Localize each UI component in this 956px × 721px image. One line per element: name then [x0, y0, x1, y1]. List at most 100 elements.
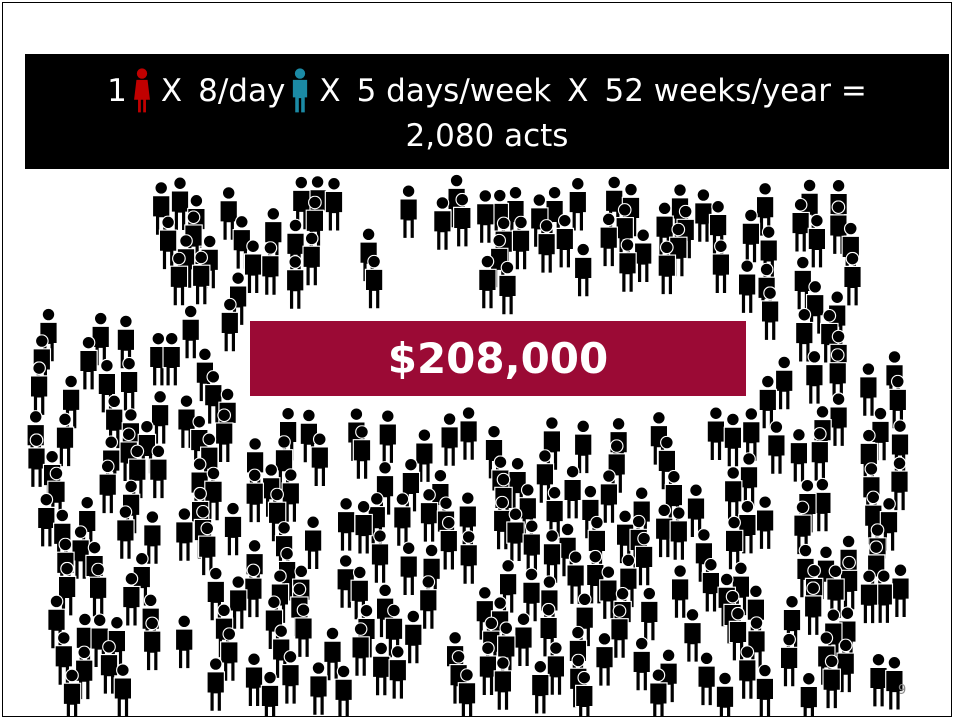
person-icon — [310, 662, 327, 716]
equation-result: 2,080 acts — [25, 118, 949, 154]
person-icon — [176, 508, 193, 562]
person-icon — [207, 658, 224, 712]
person-icon — [658, 241, 675, 295]
person-icon — [635, 229, 652, 283]
person-icon — [712, 240, 729, 294]
person-icon — [684, 609, 701, 663]
person-icon — [569, 177, 586, 231]
person-icon — [311, 433, 328, 487]
person-icon — [575, 243, 592, 297]
person-icon — [58, 562, 75, 616]
person-icon — [262, 242, 279, 296]
person-icon — [56, 413, 73, 467]
person-icon — [335, 665, 352, 716]
person-icon — [460, 531, 477, 585]
person-icon — [163, 332, 180, 386]
person-icon — [123, 572, 140, 626]
person-icon — [454, 193, 471, 247]
person-icon — [379, 410, 396, 464]
person-icon — [89, 563, 106, 617]
person-icon — [114, 664, 131, 716]
person-icon — [512, 216, 529, 270]
person-icon — [556, 214, 573, 268]
person-icon — [756, 664, 773, 716]
equation-term: X — [161, 73, 182, 109]
equation-term: 8/day — [198, 73, 285, 109]
man-icon — [289, 68, 311, 114]
person-icon — [28, 434, 45, 488]
person-icon — [287, 256, 304, 310]
person-icon — [698, 652, 715, 706]
person-icon — [355, 500, 372, 554]
person-icon — [800, 672, 817, 716]
person-icon — [246, 469, 263, 523]
person-icon — [576, 671, 593, 716]
person-icon — [389, 646, 406, 700]
person-icon — [806, 351, 823, 405]
person-icon — [224, 502, 241, 556]
person-icon — [790, 429, 807, 483]
person-icon — [282, 651, 299, 705]
person-icon — [371, 530, 388, 584]
person-icon — [507, 508, 524, 562]
person-icon — [742, 209, 759, 263]
person-icon — [600, 213, 617, 267]
person-icon — [830, 393, 847, 447]
person-icon — [596, 633, 613, 687]
person-icon — [870, 653, 887, 707]
person-icon — [150, 445, 167, 499]
person-icon — [352, 623, 369, 677]
person-icon — [221, 298, 238, 352]
person-icon — [63, 669, 80, 716]
page-number: 9 — [898, 683, 906, 698]
person-icon — [776, 356, 793, 410]
person-icon — [532, 660, 549, 714]
person-icon — [400, 185, 417, 239]
person-icon — [440, 516, 457, 570]
total-amount: $208,000 — [250, 321, 746, 396]
person-icon — [494, 657, 511, 711]
person-icon — [479, 255, 496, 309]
person-icon — [702, 558, 719, 612]
person-icon — [564, 465, 581, 519]
person-icon — [405, 610, 422, 664]
person-icon — [303, 232, 320, 286]
person-icon — [99, 460, 116, 514]
person-icon — [176, 615, 193, 669]
person-icon — [325, 177, 342, 231]
person-icon — [547, 642, 564, 696]
person-icon — [30, 362, 47, 416]
person-icon — [738, 260, 755, 314]
person-icon — [193, 251, 210, 305]
person-icon — [671, 565, 688, 619]
person-icon — [600, 470, 617, 524]
person-icon — [304, 516, 321, 570]
person-icon — [635, 532, 652, 586]
person-icon — [441, 413, 458, 467]
header-banner: 1 X 8/day X 5 days/week X 52 weeks/year … — [25, 54, 949, 169]
person-icon — [460, 407, 477, 461]
person-icon — [768, 421, 785, 475]
person-icon — [477, 190, 494, 244]
person-icon — [365, 255, 382, 309]
person-icon — [860, 570, 877, 624]
person-icon — [144, 617, 161, 671]
person-icon — [420, 489, 437, 543]
person-icon — [724, 413, 741, 467]
person-icon — [619, 239, 636, 293]
person-icon — [523, 520, 540, 574]
equation-term: 1 — [107, 73, 127, 109]
person-icon — [261, 671, 278, 716]
person-icon — [716, 672, 733, 716]
person-icon — [633, 637, 650, 691]
equation-term: 5 days/week — [357, 73, 552, 109]
person-icon — [792, 198, 809, 252]
person-icon — [38, 493, 55, 547]
person-icon — [740, 453, 757, 507]
person-icon — [641, 587, 658, 641]
person-icon — [650, 669, 667, 716]
person-icon — [420, 576, 437, 630]
person-icon — [538, 220, 555, 274]
person-icon — [120, 357, 137, 411]
person-icon — [707, 407, 724, 461]
